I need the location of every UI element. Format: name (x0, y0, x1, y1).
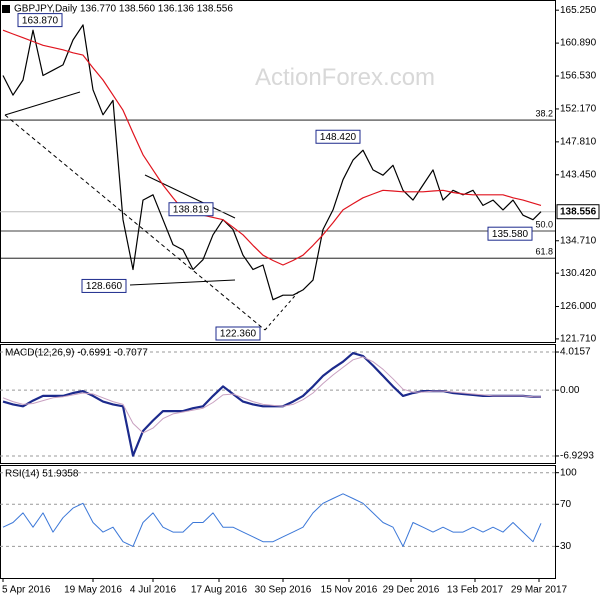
x-tick-label: 13 Feb 2017 (447, 585, 504, 596)
level-label: 38.2 (535, 108, 553, 118)
symbol-icon (2, 5, 10, 13)
level-label: 61.8 (535, 247, 553, 257)
x-tick-label: 4 Jul 2016 (130, 585, 177, 596)
last-price-box (556, 204, 600, 220)
price-label-box (17, 13, 63, 28)
price-label-box (215, 326, 261, 341)
y-tick-label: 0.00 (560, 385, 580, 396)
x-tick-label: 30 Sep 2016 (255, 585, 312, 596)
y-tick-label: 147.810 (560, 136, 597, 147)
trend-lines (4, 91, 301, 331)
y-tick-label: 165.250 (560, 5, 597, 16)
y-tick-label: 156.530 (560, 71, 597, 82)
trend-line (144, 174, 236, 219)
y-tick-label: 121.710 (560, 334, 597, 345)
trend-line (264, 289, 301, 331)
x-tick-label: 19 May 2016 (64, 585, 122, 596)
price-label: 148.420 (320, 132, 357, 143)
watermark: ActionForex.com (255, 64, 435, 91)
price-label: 122.360 (220, 329, 257, 340)
level-label: 50.0 (535, 219, 553, 229)
y-tick-label: 134.710 (560, 235, 597, 246)
y-tick-label: 160.890 (560, 38, 597, 49)
panel-frame (0, 465, 556, 579)
series-line (2, 24, 542, 301)
x-tick-label: 15 Nov 2016 (321, 585, 378, 596)
price-label-box (168, 202, 214, 217)
y-tick-label: -6.9293 (560, 451, 594, 462)
panel-frame (0, 0, 556, 343)
y-tick-label: 70 (560, 499, 572, 510)
y-tick-label: 126.000 (560, 301, 597, 312)
price-label-box (487, 226, 533, 241)
panel-title: RSI(14) 51.9358 (5, 469, 79, 480)
x-tick-label: 5 Apr 2016 (2, 585, 51, 596)
price-label: 128.660 (86, 281, 123, 292)
y-tick-label: 30 (560, 541, 572, 552)
trend-line (4, 114, 266, 331)
series-line (2, 29, 542, 266)
y-tick-label: 152.170 (560, 104, 597, 115)
trend-line (129, 279, 236, 286)
price-label: 163.870 (22, 15, 59, 26)
y-tick-label: 4.0157 (560, 347, 591, 358)
y-tick-label: 130.420 (560, 268, 597, 279)
panel-title: MACD(12,26,9) -0.6991 -0.7077 (5, 348, 148, 359)
x-tick-label: 29 Dec 2016 (383, 585, 440, 596)
y-tick-label: 143.450 (560, 169, 597, 180)
panel-title: GBPJPY,Daily 136.770 138.560 136.136 138… (14, 4, 233, 15)
x-tick-label: 29 Mar 2017 (511, 585, 568, 596)
series-line (2, 493, 542, 547)
price-label: 135.580 (492, 229, 529, 240)
series-line (2, 352, 541, 457)
series-line (2, 356, 542, 434)
price-label-box (81, 278, 127, 293)
price-label-box (315, 129, 361, 144)
panel-frame (0, 344, 556, 464)
y-tick-label: 100 (560, 467, 577, 478)
x-tick-label: 17 Aug 2016 (191, 585, 248, 596)
last-price-label: 138.556 (560, 206, 597, 217)
trend-line (4, 91, 81, 116)
price-label: 138.819 (173, 204, 210, 215)
